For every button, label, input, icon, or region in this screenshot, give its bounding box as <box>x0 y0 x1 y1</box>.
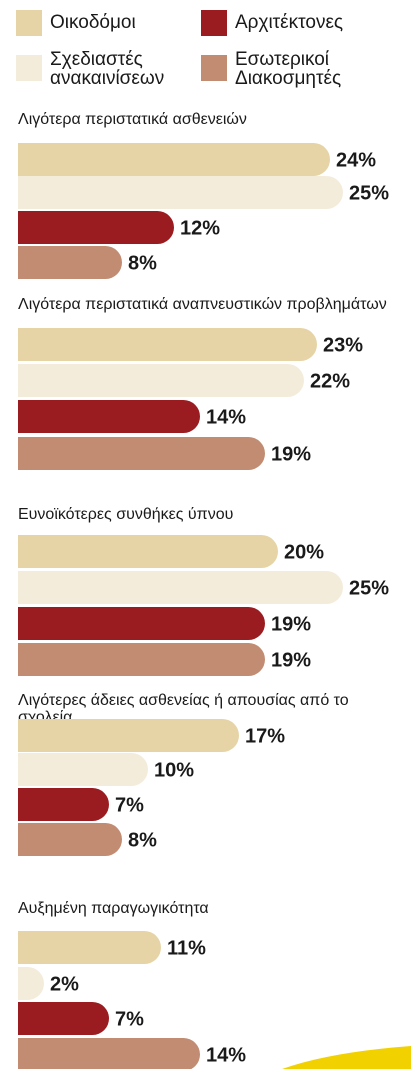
bar-4-2 <box>18 753 148 786</box>
decorative-arc <box>282 1046 411 1069</box>
bar-2-2 <box>18 364 304 397</box>
bar-3-2 <box>18 571 344 604</box>
value-label: 25% <box>349 183 389 205</box>
bar-4-1 <box>18 719 240 752</box>
value-label: 14% <box>206 407 246 429</box>
value-label: 8% <box>128 253 157 275</box>
bar-1-4 <box>18 246 122 279</box>
legend-label: Οικοδόμοι <box>50 12 136 33</box>
legend-swatch-1 <box>16 10 42 36</box>
bar-5-2 <box>18 967 44 1000</box>
legend-label: Αρχιτέκτονες <box>235 12 344 33</box>
value-label: 7% <box>115 795 144 817</box>
legend-label: ανακαινίσεων <box>50 68 165 89</box>
legend-label: Σχεδιαστές <box>50 49 143 70</box>
legend-swatch-3 <box>16 55 42 81</box>
bar-2-1 <box>18 328 317 361</box>
legend-swatch-2 <box>201 10 227 36</box>
value-label: 25% <box>349 578 389 600</box>
bar-5-4 <box>18 1038 200 1069</box>
value-label: 19% <box>271 444 311 466</box>
group-title: Ευνοϊκότερες συνθήκες ύπνου <box>18 506 234 523</box>
value-label: 22% <box>310 371 350 393</box>
bar-4-3 <box>18 788 110 821</box>
bar-1-3 <box>18 211 174 244</box>
bar-4-4 <box>18 823 122 856</box>
legend-swatch-4 <box>201 55 227 81</box>
value-label: 19% <box>271 614 311 636</box>
bar-2-3 <box>18 400 200 433</box>
bar-3-4 <box>18 643 266 676</box>
value-label: 10% <box>154 760 194 782</box>
bar-1-1 <box>18 143 330 176</box>
value-label: 19% <box>271 650 311 672</box>
group-title: Λιγότερα περιστατικά ασθενειών <box>18 111 247 128</box>
value-label: 17% <box>245 726 285 748</box>
bar-2-4 <box>18 437 266 470</box>
legend-label: Εσωτερικοί <box>235 49 330 70</box>
value-label: 11% <box>167 938 206 960</box>
legend-label: Διακοσμητές <box>235 68 342 89</box>
value-label: 24% <box>336 150 376 172</box>
value-label: 20% <box>284 542 324 564</box>
value-label: 23% <box>323 335 363 357</box>
bar-3-3 <box>18 607 266 640</box>
bar-5-3 <box>18 1002 110 1035</box>
group-title: Λιγότερα περιστατικά αναπνευστικών προβλ… <box>18 296 387 313</box>
value-label: 12% <box>180 218 220 240</box>
group-title: Αυξημένη παραγωγικότητα <box>18 900 209 917</box>
bar-1-2 <box>18 176 344 209</box>
value-label: 14% <box>206 1045 246 1067</box>
bar-3-1 <box>18 535 278 568</box>
value-label: 8% <box>128 830 157 852</box>
bar-5-1 <box>18 931 161 964</box>
value-label: 2% <box>50 974 79 996</box>
value-label: 7% <box>115 1009 144 1031</box>
